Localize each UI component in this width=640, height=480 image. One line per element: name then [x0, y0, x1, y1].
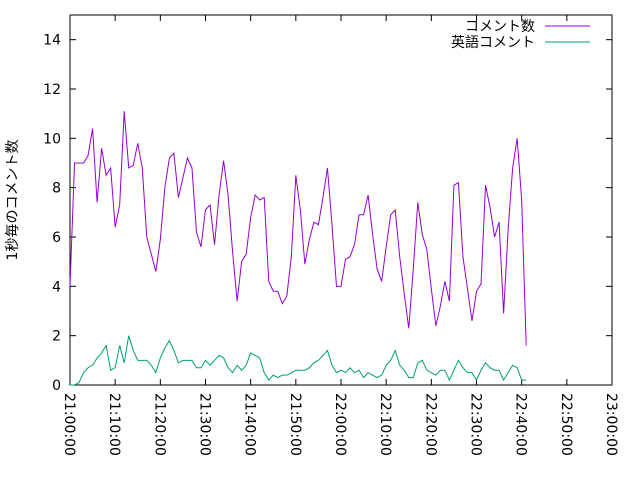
x-tick-label: 22:00:00	[332, 393, 348, 456]
y-tick-label: 12	[43, 82, 61, 98]
x-tick-label: 21:10:00	[106, 393, 122, 456]
y-axis-label: 1秒毎のコメント数	[5, 140, 21, 261]
plot-border	[69, 14, 613, 386]
legend-label-1: 英語コメント	[451, 34, 535, 51]
y-tick-label: 6	[52, 230, 61, 246]
y-axis-ticks: 0 2 4 6 8 10 12 14	[43, 33, 612, 394]
x-tick-label: 23:00:00	[603, 393, 619, 456]
plot-frame	[69, 14, 613, 386]
x-tick-label: 21:00:00	[61, 393, 77, 456]
y-tick-label: 4	[52, 279, 61, 295]
series-line-1	[70, 335, 527, 386]
x-tick-label: 21:40:00	[242, 393, 258, 456]
y-tick-label: 14	[43, 33, 61, 49]
series-lines	[69, 111, 527, 386]
x-tick-label: 22:50:00	[558, 393, 574, 456]
x-tick-label: 22:20:00	[422, 393, 438, 456]
series-line-0	[69, 111, 527, 346]
x-tick-label: 22:40:00	[513, 393, 529, 456]
x-axis-ticks: 21:00:00 21:10:00 21:20:00 21:30:00 21:40:00…	[61, 15, 619, 456]
x-tick-label: 21:30:00	[197, 393, 213, 456]
legend-label-0: コメント数	[465, 19, 535, 35]
x-tick-label: 22:10:00	[377, 393, 393, 456]
y-tick-label: 2	[52, 329, 61, 345]
x-tick-label: 21:20:00	[151, 393, 167, 456]
x-tick-label: 21:50:00	[287, 393, 303, 456]
y-tick-label: 8	[52, 181, 61, 197]
y-tick-label: 10	[43, 131, 61, 147]
y-tick-label: 0	[52, 378, 61, 394]
x-tick-label: 22:30:00	[468, 393, 484, 456]
